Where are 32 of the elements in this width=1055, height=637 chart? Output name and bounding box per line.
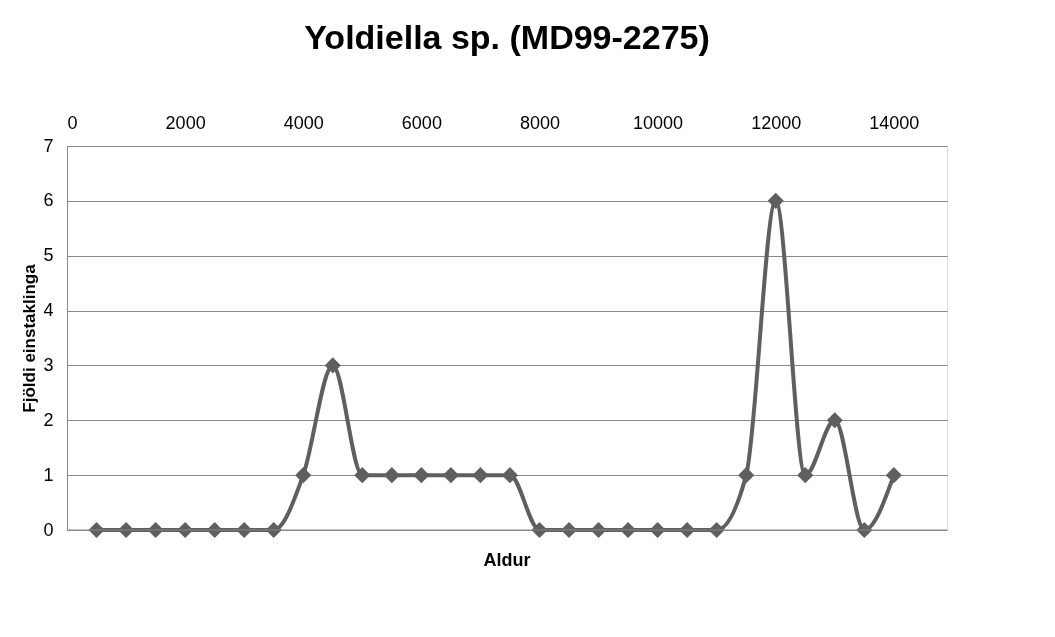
- x-tick-label: 6000: [401, 112, 442, 133]
- x-tick-label: 8000: [519, 112, 561, 133]
- x-tick-label: 0: [67, 112, 78, 133]
- y-tick-label: 7: [43, 135, 54, 156]
- x-tick-label: 4000: [283, 112, 324, 133]
- point: [442, 467, 459, 484]
- point: [324, 357, 341, 374]
- y-tick-label: 6: [43, 190, 54, 211]
- x-tick-label: 14000: [869, 112, 920, 133]
- x-tick-label: 12000: [751, 112, 802, 133]
- y-axis-title: Fjöldi einstaklinga: [20, 263, 40, 413]
- point: [472, 467, 489, 484]
- point: [885, 467, 902, 484]
- point: [738, 467, 755, 484]
- point: [826, 412, 843, 429]
- y-tick-label: 5: [43, 245, 54, 266]
- point: [501, 467, 519, 484]
- y-tick-label: 3: [43, 354, 54, 375]
- x-tick-label: 2000: [165, 112, 206, 133]
- y-tick-label: 1: [43, 464, 54, 485]
- point: [413, 467, 430, 484]
- x-tick-label: 10000: [633, 112, 684, 133]
- x-axis-title: Aldur: [483, 550, 531, 570]
- chart-title: Yoldiella sp. (MD99-2275): [304, 18, 710, 56]
- point: [354, 467, 371, 484]
- y-tick-label: 4: [43, 300, 54, 321]
- y-tick-label: 2: [43, 409, 54, 430]
- point: [383, 467, 400, 484]
- point: [797, 467, 814, 484]
- point: [767, 192, 784, 209]
- y-tick-label: 0: [43, 519, 54, 540]
- point: [295, 467, 312, 484]
